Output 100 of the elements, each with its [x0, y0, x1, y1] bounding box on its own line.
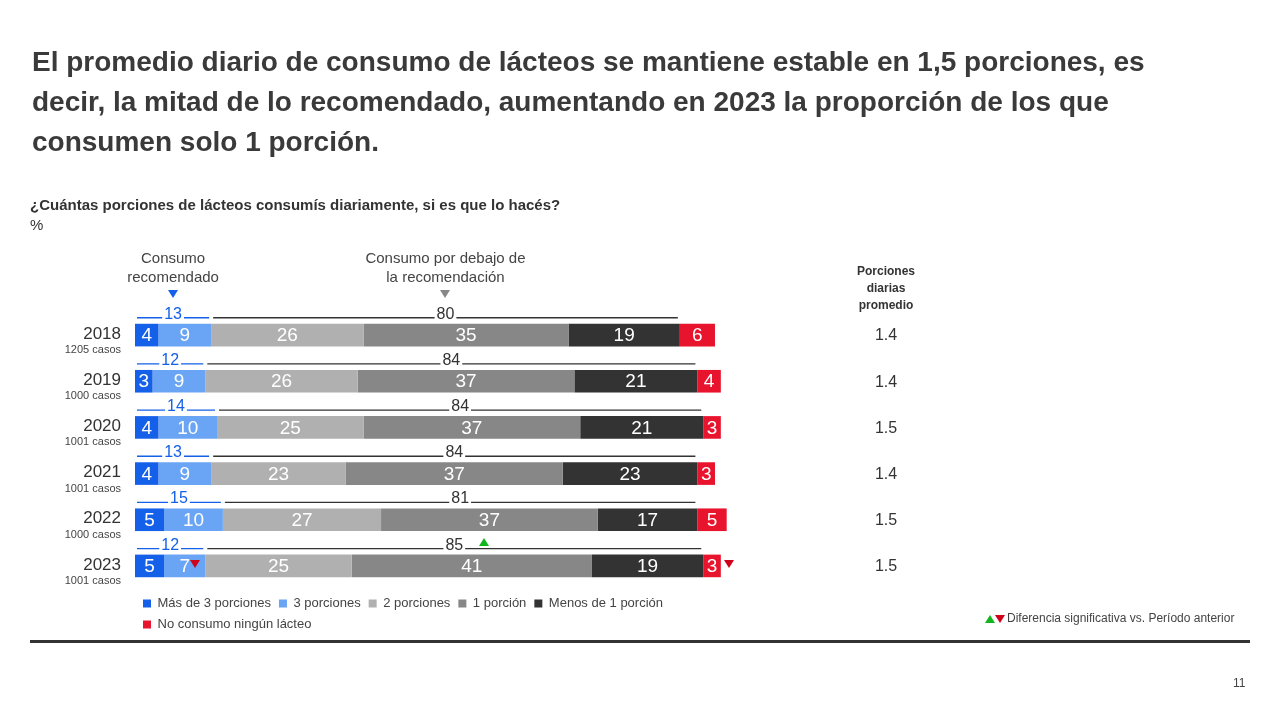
- bar: [217, 416, 364, 439]
- bar: [158, 462, 212, 485]
- annotation: 80: [436, 304, 455, 322]
- text: Porciones diarias promedio: [856, 264, 916, 313]
- data-label: 4: [141, 416, 153, 438]
- y-tick-label: 2018 1205 casos: [64, 323, 122, 356]
- data-label: 3: [706, 555, 718, 577]
- bar: [381, 508, 598, 532]
- data-label: 23: [619, 462, 641, 484]
- text: 1.5: [874, 418, 898, 436]
- text: %: [30, 216, 44, 233]
- bar: [164, 508, 223, 532]
- data-label: 21: [625, 370, 647, 392]
- data-label: 25: [279, 416, 301, 438]
- data-label: 26: [276, 324, 298, 346]
- y-tick-label: 2019 1000 casos: [64, 369, 122, 402]
- data-label: 37: [455, 370, 477, 392]
- bar: [363, 416, 581, 439]
- annotation: 85: [445, 535, 464, 553]
- data-label: 21: [631, 416, 653, 438]
- data-label: 23: [267, 462, 290, 484]
- bar: [205, 554, 352, 578]
- bar: [164, 554, 206, 578]
- bar: [351, 554, 592, 578]
- annotation: 13: [164, 304, 183, 322]
- bar: [158, 323, 212, 347]
- y-tick-label: 2022 1000 casos: [64, 508, 122, 540]
- text: 1.4: [874, 464, 898, 482]
- data-label: 17: [637, 508, 659, 530]
- annotation: 81: [451, 489, 470, 507]
- bar: [345, 462, 563, 485]
- data-label: 9: [179, 324, 191, 346]
- data-label: 37: [461, 416, 483, 438]
- legend-label: 3 porciones: [293, 595, 362, 611]
- data-label: 9: [173, 370, 185, 392]
- bar: [580, 416, 704, 439]
- bar: [574, 369, 698, 393]
- text: Diferencia significativa vs. Período anterior: [1007, 611, 1235, 626]
- data-label: 5: [144, 508, 155, 530]
- annotation: 15: [170, 489, 188, 507]
- bar: [591, 554, 704, 578]
- text: 1.5: [874, 557, 898, 575]
- text: 11: [1233, 676, 1246, 691]
- y-tick-label: 2023 1001 casos: [64, 554, 122, 586]
- data-label: 37: [443, 462, 465, 484]
- data-label: 27: [291, 508, 313, 530]
- bar: [597, 508, 698, 532]
- bar: [152, 369, 206, 393]
- annotation: 84: [451, 397, 470, 415]
- data-label: 26: [270, 370, 293, 392]
- bar: [363, 323, 569, 347]
- data-label: 19: [613, 324, 635, 346]
- annotation: 12: [161, 350, 180, 368]
- data-label: 9: [179, 462, 191, 484]
- annotation: 13: [164, 443, 183, 461]
- data-label: 25: [267, 555, 290, 577]
- legend-label: No consumo ningún lácteo: [157, 616, 312, 632]
- bar: [205, 369, 358, 393]
- data-label: 7: [179, 555, 191, 577]
- annotation: 84: [442, 350, 461, 368]
- bar: [697, 508, 727, 532]
- bar: [568, 323, 680, 347]
- annotation: 12: [161, 535, 180, 553]
- data-label: 6: [692, 324, 703, 346]
- text: Consumo recomendado: [127, 249, 219, 286]
- bar: [697, 369, 721, 393]
- y-tick-label: 2020 1001 casos: [64, 416, 122, 448]
- text: 1.4: [874, 372, 898, 390]
- y-tick-label: 2021 1001 casos: [64, 462, 122, 494]
- legend-label: Menos de 1 porción: [548, 595, 664, 611]
- annotation: 84: [445, 443, 464, 461]
- bar: [357, 369, 575, 393]
- legend-label: 2 porciones: [383, 595, 451, 611]
- bar: [211, 462, 346, 485]
- data-label: 3: [700, 462, 712, 484]
- data-label: 4: [703, 370, 715, 392]
- bar: [562, 462, 698, 485]
- legend-label: Más de 3 porciones: [157, 595, 272, 611]
- data-label: 41: [461, 555, 483, 577]
- data-label: 10: [183, 508, 205, 530]
- data-label: 19: [637, 555, 659, 577]
- text: 1.5: [874, 511, 898, 529]
- data-label: 3: [706, 416, 718, 438]
- chart-title: El promedio diario de consumo de lácteos se mantiene estable en 1,5 porciones, es decir, la mitad de lo recomendado, aumentando en 2023 la proporción de los que consumen solo 1 porción.: [32, 45, 1146, 159]
- annotation: 14: [167, 397, 186, 415]
- bar: [158, 416, 218, 439]
- data-label: 5: [706, 508, 718, 530]
- data-label: 35: [455, 324, 477, 346]
- data-label: 5: [144, 555, 155, 577]
- data-label: 4: [141, 324, 153, 346]
- data-label: 10: [177, 416, 199, 438]
- data-label: 3: [138, 370, 150, 392]
- data-label: 37: [478, 508, 500, 530]
- data-label: 4: [141, 462, 153, 484]
- text: 1.4: [874, 326, 898, 344]
- chart-subtitle: ¿Cuántas porciones de lácteos consumís diariamente, si es que lo hacés?: [30, 196, 561, 213]
- bar: [211, 323, 364, 347]
- legend-label: 1 porción: [472, 595, 527, 611]
- bar: [222, 508, 382, 532]
- text: Consumo por debajo de la recomendación: [365, 249, 526, 286]
